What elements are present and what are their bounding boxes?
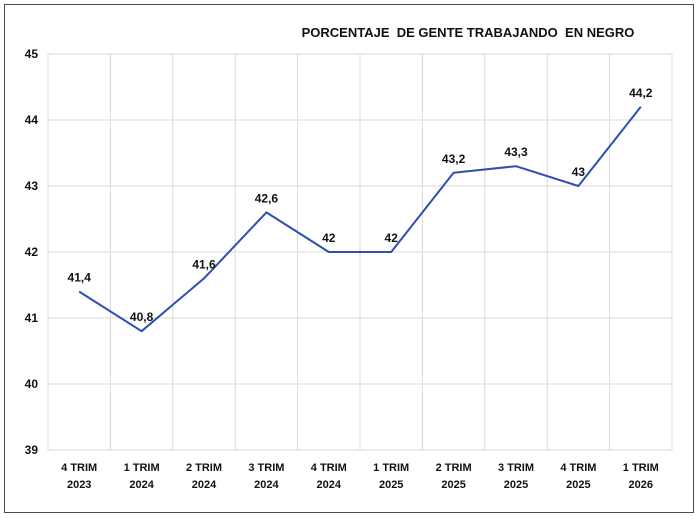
x-tick-label: 1 TRIM 2025 (373, 462, 409, 491)
y-tick-label: 39 (25, 443, 39, 457)
y-tick-label: 42 (25, 245, 39, 259)
data-label: 42,6 (255, 191, 279, 205)
x-tick-label: 1 TRIM 2026 (623, 462, 659, 491)
y-tick-label: 45 (25, 47, 39, 61)
x-tick-label: 2 TRIM 2024 (186, 462, 222, 491)
x-tick-label: 4 TRIM 2023 (61, 462, 97, 491)
data-label: 41,4 (68, 271, 92, 285)
data-label: 43,2 (442, 152, 466, 166)
y-tick-label: 43 (25, 179, 39, 193)
chart-frame (4, 4, 694, 513)
chart-title: PORCENTAJE DE GENTE TRABAJANDO EN NEGRO (302, 25, 635, 40)
x-tick-label: 4 TRIM 2024 (311, 462, 347, 491)
x-tick-label: 3 TRIM 2024 (248, 462, 284, 491)
data-label: 40,8 (130, 310, 154, 324)
data-label: 44,2 (629, 86, 653, 100)
data-label: 42 (385, 231, 399, 245)
y-tick-label: 44 (25, 113, 39, 127)
data-label: 41,6 (192, 257, 216, 271)
y-tick-label: 41 (25, 311, 39, 325)
x-tick-label: 1 TRIM 2024 (124, 462, 160, 491)
x-tick-label: 2 TRIM 2025 (436, 462, 472, 491)
y-tick-label: 40 (25, 377, 39, 391)
series-line (78, 106, 642, 333)
x-tick-label: 3 TRIM 2025 (498, 462, 534, 491)
data-label: 42 (322, 231, 336, 245)
x-tick-label: 4 TRIM 2025 (560, 462, 596, 491)
data-label: 43,3 (504, 145, 528, 159)
data-label: 43 (572, 165, 586, 179)
